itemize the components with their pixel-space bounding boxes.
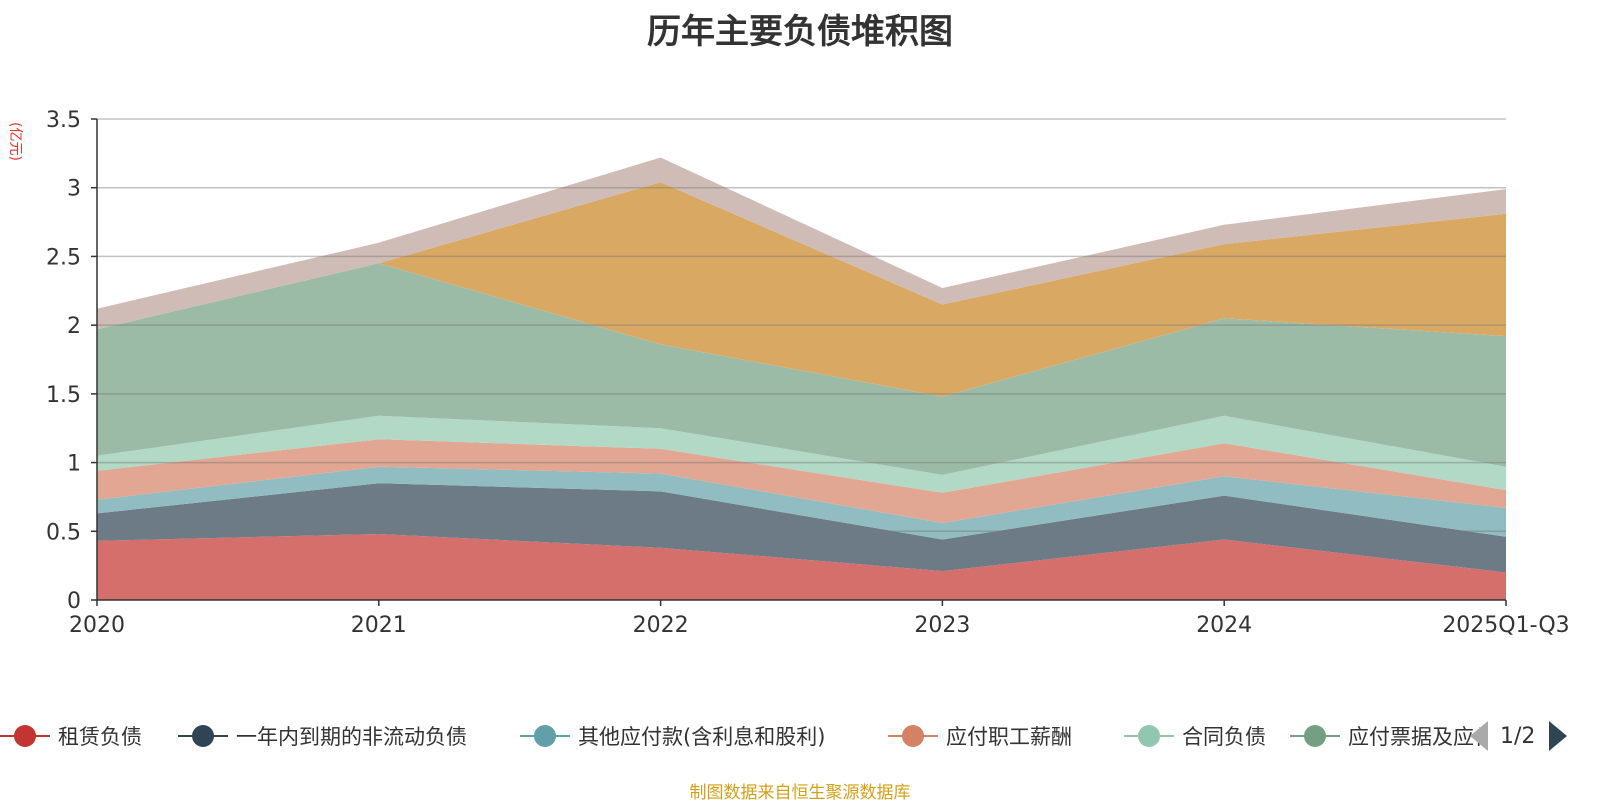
area-series-7 <box>97 157 1506 330</box>
area-series-5 <box>97 263 1506 475</box>
area-series-0 <box>97 534 1506 600</box>
legend-marker-icon <box>1124 718 1174 754</box>
legend-pager: 1/2 <box>1470 718 1568 754</box>
y-tick-label-4: 2 <box>67 314 81 339</box>
legend-label: 应付职工薪酬 <box>946 725 1072 749</box>
chart-title: 历年主要负债堆积图 <box>647 12 953 52</box>
x-tick-label-2: 2022 <box>633 613 689 638</box>
x-tick-label-0: 2020 <box>69 613 125 638</box>
y-tick-label-0: 0 <box>67 589 81 614</box>
legend-label: 租赁负债 <box>58 725 142 749</box>
legend-item-2[interactable]: 其他应付款(含利息和股利) <box>520 718 825 754</box>
legend-label: 一年内到期的非流动负债 <box>236 725 467 749</box>
y-tick-label-5: 2.5 <box>46 245 81 270</box>
legend-marker-icon <box>0 718 50 754</box>
legend-label: 应付票据及应付账款 <box>1348 725 1480 749</box>
data-source-note: 制图数据来自恒生聚源数据库 <box>689 783 911 803</box>
legend-item-1[interactable]: 一年内到期的非流动负债 <box>178 718 467 754</box>
x-tick-label-5: 2025Q1-Q3 <box>1442 613 1569 638</box>
legend: 租赁负债 一年内到期的非流动负债 其他应付款(含利息和股利) 应付职工薪酬 合同负债 应付… <box>0 718 1600 754</box>
x-tick-label-4: 2024 <box>1196 613 1252 638</box>
legend-page-indicator: 1/2 <box>1500 723 1536 749</box>
legend-label: 其他应付款(含利息和股利) <box>578 725 826 749</box>
legend-item-0[interactable]: 租赁负债 <box>0 718 142 754</box>
legend-prev-page-icon[interactable] <box>1470 721 1488 751</box>
y-tick-label-2: 1 <box>67 452 81 477</box>
area-series-2 <box>97 466 1506 540</box>
x-tick-label-1: 2021 <box>351 613 407 638</box>
legend-marker-icon <box>520 718 570 754</box>
y-tick-label-3: 1.5 <box>46 383 81 408</box>
legend-next-page-icon[interactable] <box>1549 721 1568 751</box>
legend-marker-icon <box>178 718 228 754</box>
legend-item-4[interactable]: 合同负债 <box>1124 718 1266 754</box>
legend-item-3[interactable]: 应付职工薪酬 <box>888 718 1072 754</box>
y-tick-label-6: 3 <box>67 177 81 202</box>
legend-item-5[interactable]: 应付票据及应付账款 <box>1290 718 1480 754</box>
area-series-4 <box>97 415 1506 493</box>
legend-marker-icon <box>1290 718 1340 754</box>
area-series-1 <box>97 483 1506 573</box>
area-series-3 <box>97 439 1506 523</box>
x-tick-label-3: 2023 <box>914 613 970 638</box>
legend-label: 合同负债 <box>1182 725 1266 749</box>
area-series-6 <box>97 182 1506 397</box>
legend-marker-icon <box>888 718 938 754</box>
y-tick-label-7: 3.5 <box>46 108 81 133</box>
y-tick-label-1: 0.5 <box>46 520 81 545</box>
